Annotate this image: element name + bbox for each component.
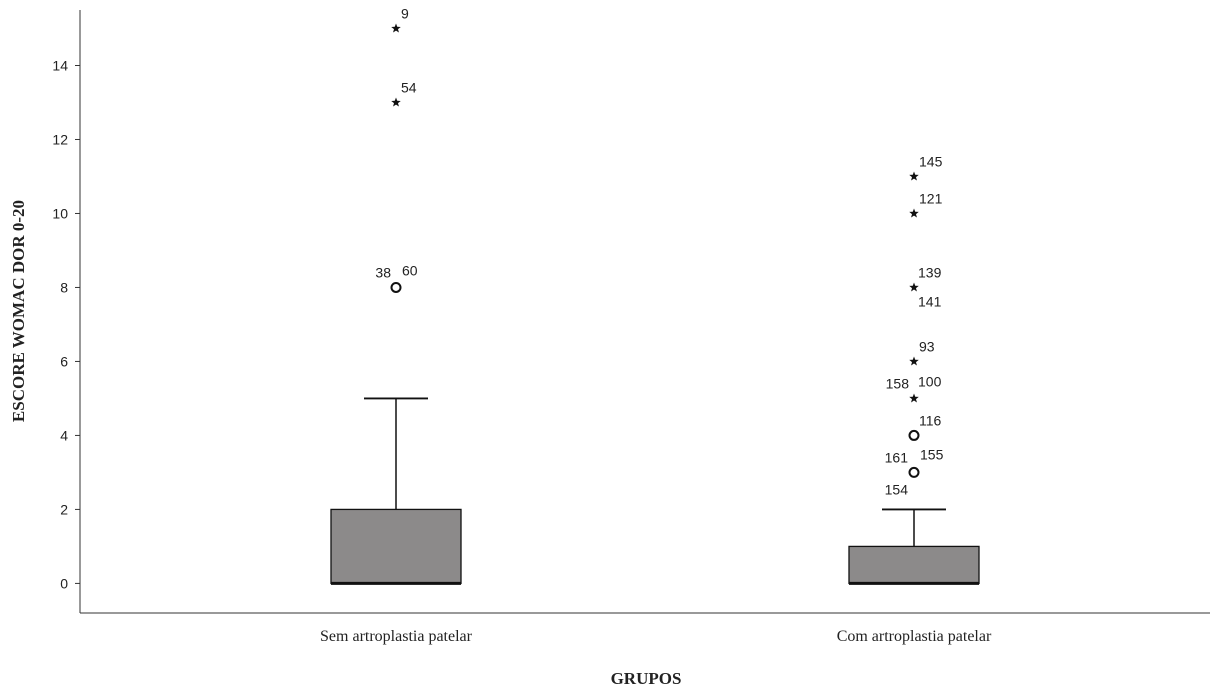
- y-tick-label: 6: [60, 353, 68, 369]
- y-tick-label: 10: [52, 205, 68, 221]
- box-iqr: [848, 545, 980, 585]
- x-category-label: Sem artroplastia patelar: [320, 628, 473, 645]
- outlier-star: [909, 282, 919, 292]
- y-axis-title: ESCORE WOMAC DOR 0-20: [9, 200, 28, 422]
- y-tick-label: 2: [60, 501, 68, 517]
- outlier-star: [909, 393, 919, 403]
- outlier-circle: [908, 466, 920, 478]
- y-tick-label: 4: [60, 427, 68, 443]
- outlier-star: [909, 208, 919, 218]
- outlier-label: 158: [886, 375, 910, 391]
- outlier-star: [391, 97, 401, 107]
- outlier-star: [909, 171, 919, 181]
- outlier-label: 141: [918, 293, 942, 309]
- outlier-label: 154: [885, 481, 909, 497]
- outlier-label: 60: [402, 262, 418, 278]
- outlier-label: 155: [920, 446, 944, 462]
- outlier-label: 161: [885, 449, 909, 465]
- y-tick-label: 0: [60, 575, 68, 591]
- outlier-star: [909, 356, 919, 366]
- outlier-circle: [908, 429, 920, 441]
- outlier-label: 145: [919, 153, 943, 169]
- outlier-label: 54: [401, 79, 417, 95]
- outlier-circle: [390, 281, 402, 293]
- y-tick-label: 8: [60, 279, 68, 295]
- x-axis-title: GRUPOS: [611, 669, 682, 688]
- outlier-label: 116: [919, 412, 942, 428]
- y-tick-label: 14: [52, 57, 68, 73]
- outlier-label: 9: [401, 5, 409, 21]
- box-iqr: [330, 508, 462, 585]
- outlier-label: 93: [919, 338, 935, 354]
- y-tick-label: 12: [52, 131, 68, 147]
- outlier-label: 121: [919, 190, 943, 206]
- outlier-star: [391, 23, 401, 33]
- x-category-label: Com artroplastia patelar: [837, 628, 992, 645]
- outlier-label: 38: [375, 264, 391, 280]
- outlier-label: 139: [918, 264, 942, 280]
- outlier-label: 100: [918, 373, 942, 389]
